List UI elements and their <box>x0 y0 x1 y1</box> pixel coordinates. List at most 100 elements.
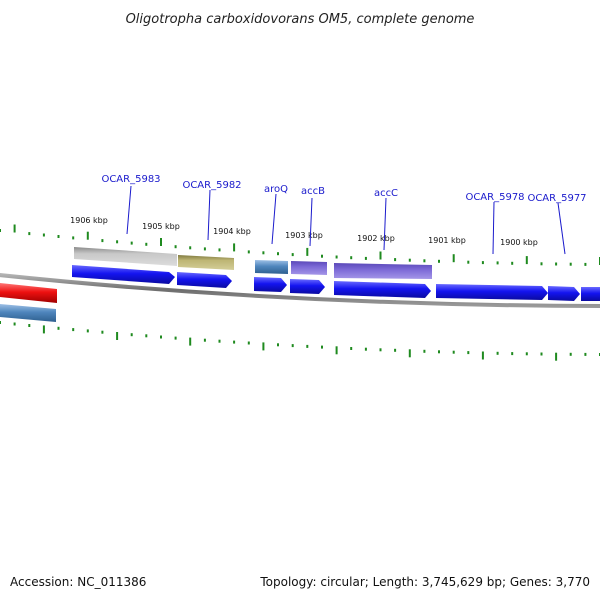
gene-label-accc[interactable]: accC <box>374 188 398 199</box>
minor-tick <box>350 347 353 350</box>
minor-tick <box>189 246 192 250</box>
minor-tick <box>291 344 294 348</box>
major-tick <box>555 352 558 361</box>
gene-label-accb[interactable]: accB <box>301 186 325 197</box>
major-tick <box>525 256 528 265</box>
genome-summary: Topology: circular; Length: 3,745,629 bp… <box>259 575 590 589</box>
minor-tick <box>101 330 104 334</box>
gene-label-leaders <box>126 185 566 255</box>
minor-tick <box>496 261 499 265</box>
minor-tick <box>335 255 338 259</box>
major-tick <box>42 325 45 334</box>
cds-arrow-ocar-5982[interactable] <box>177 272 232 288</box>
minor-tick <box>203 338 206 342</box>
feature-steelblue-left[interactable] <box>0 304 56 322</box>
major-tick <box>233 243 236 252</box>
minor-tick <box>394 348 397 352</box>
minor-tick <box>28 324 31 327</box>
minor-tick <box>57 235 60 238</box>
feature-ocar-5983[interactable] <box>74 247 177 266</box>
gene-label-ocar-5978[interactable]: OCAR_5978 <box>465 192 524 203</box>
tick-label-1906: 1906 kbp <box>70 216 108 225</box>
feature-accb[interactable] <box>291 261 327 275</box>
major-tick <box>379 251 382 260</box>
rna-feature-red[interactable] <box>0 283 57 303</box>
major-tick <box>481 351 484 360</box>
map-title: Oligotropha carboxidovorans OM5, complet… <box>126 12 475 27</box>
major-tick <box>189 337 192 346</box>
minor-tick <box>423 349 426 353</box>
tick-label-1902: 1902 kbp <box>357 234 395 243</box>
gene-label-aroq[interactable]: aroQ <box>264 184 288 195</box>
minor-tick <box>57 326 60 330</box>
gene-label-ocar-5982[interactable]: OCAR_5982 <box>182 180 241 191</box>
major-tick <box>408 349 411 358</box>
minor-tick <box>13 322 16 326</box>
minor-tick <box>0 229 1 232</box>
minor-tick <box>0 321 1 324</box>
gene-label-ocar-5977[interactable]: OCAR_5977 <box>527 193 586 204</box>
minor-tick <box>262 251 265 255</box>
feature-ocar-5982[interactable] <box>178 255 234 270</box>
gene-label-ocar-5983[interactable]: OCAR_5983 <box>101 174 160 185</box>
cds-arrow-accb[interactable] <box>290 279 325 294</box>
tick-labels: 1906 kbp 1905 kbp 1904 kbp 1903 kbp 1902… <box>70 216 538 247</box>
minor-tick <box>321 345 323 349</box>
major-tick <box>116 332 119 340</box>
minor-tick <box>452 350 455 354</box>
major-tick <box>262 342 265 351</box>
minor-tick <box>233 340 236 344</box>
major-tick <box>452 254 455 263</box>
minor-tick <box>174 336 177 340</box>
minor-tick <box>438 259 440 263</box>
tick-label-1901: 1901 kbp <box>428 236 466 245</box>
minor-tick <box>584 262 587 266</box>
feature-aroq[interactable] <box>255 260 288 274</box>
minor-tick <box>511 261 514 265</box>
minor-tick <box>277 252 279 256</box>
feature-track-upper <box>74 247 432 279</box>
minor-tick <box>247 250 250 254</box>
minor-tick <box>496 351 499 355</box>
minor-tick <box>247 341 250 345</box>
cds-arrow-ocar-5983[interactable] <box>72 265 175 284</box>
cds-arrow-accc[interactable] <box>334 281 431 298</box>
tick-label-1903: 1903 kbp <box>285 231 323 240</box>
minor-tick <box>160 335 162 339</box>
major-tick <box>86 231 89 240</box>
minor-tick <box>277 343 279 347</box>
minor-tick <box>130 241 133 245</box>
cds-arrow-ocar-5978[interactable] <box>436 284 548 300</box>
minor-tick <box>174 245 177 249</box>
minor-tick <box>540 352 543 356</box>
minor-tick <box>116 240 119 244</box>
minor-tick <box>408 258 411 262</box>
cds-arrow-aroq[interactable] <box>254 277 287 292</box>
cds-arrow-next[interactable] <box>581 287 600 301</box>
minor-tick <box>291 253 294 257</box>
minor-tick <box>130 333 133 337</box>
major-tick <box>335 346 338 355</box>
minor-tick <box>350 256 353 260</box>
cds-arrow-ocar-5977[interactable] <box>548 286 580 301</box>
minor-tick <box>438 350 440 354</box>
minor-tick <box>218 339 221 343</box>
minor-tick <box>101 239 104 243</box>
minor-tick <box>321 254 323 258</box>
major-tick <box>160 238 162 246</box>
minor-tick <box>584 352 587 356</box>
cds-track <box>72 265 600 301</box>
minor-tick <box>555 262 558 266</box>
gene-labels: OCAR_5983 OCAR_5982 aroQ accB accC OCAR_… <box>101 174 586 204</box>
inner-ticks <box>0 321 600 361</box>
minor-tick <box>218 248 221 252</box>
tick-label-1904: 1904 kbp <box>213 227 251 236</box>
tick-label-1900: 1900 kbp <box>500 238 538 247</box>
minor-tick <box>28 232 31 236</box>
feature-accc[interactable] <box>334 263 432 279</box>
minor-tick <box>569 352 572 356</box>
major-tick <box>306 247 309 256</box>
minor-tick <box>42 233 45 237</box>
minor-tick <box>306 344 309 348</box>
minor-tick <box>145 242 148 246</box>
